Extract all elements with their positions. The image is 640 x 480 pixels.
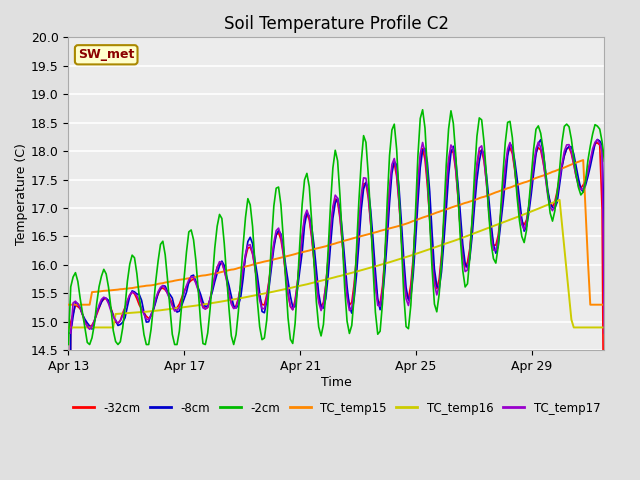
X-axis label: Time: Time [321, 376, 352, 389]
Legend: -32cm, -8cm, -2cm, TC_temp15, TC_temp16, TC_temp17: -32cm, -8cm, -2cm, TC_temp15, TC_temp16,… [68, 397, 605, 419]
Y-axis label: Temperature (C): Temperature (C) [15, 143, 28, 245]
Text: SW_met: SW_met [78, 48, 134, 61]
Title: Soil Temperature Profile C2: Soil Temperature Profile C2 [224, 15, 449, 33]
